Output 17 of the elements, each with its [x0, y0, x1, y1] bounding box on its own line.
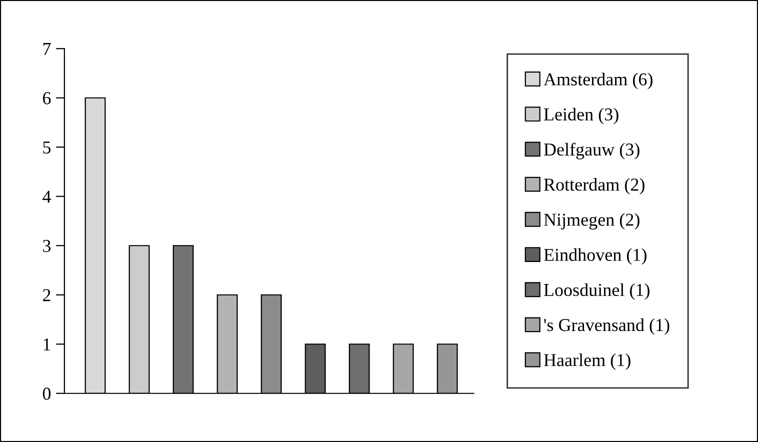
legend-label: Eindhoven (1) — [544, 248, 646, 265]
y-tick-label: 2 — [43, 289, 50, 302]
legend-label: Loosduinel (1) — [544, 283, 650, 300]
legend-label: Haarlem (1) — [544, 354, 630, 370]
y-tick-label: 3 — [43, 240, 51, 252]
legend-label: Nijmegen (2) — [544, 213, 640, 230]
legend-label: Delfgauw (3) — [544, 142, 640, 160]
legend-label: 's Gravensand (1) — [544, 318, 670, 335]
legend-label: Leiden (3) — [544, 108, 618, 124]
y-tick-label: 7 — [43, 43, 51, 55]
y-tick-label: 5 — [43, 142, 51, 154]
y-tick-label: 4 — [42, 190, 51, 203]
y-tick-label: 0 — [42, 388, 51, 400]
legend-label: Amsterdam (6) — [544, 72, 652, 90]
y-tick-label: 1 — [44, 338, 50, 350]
legend-label: Rotterdam (2) — [544, 178, 644, 194]
y-tick-label: 6 — [42, 92, 51, 104]
